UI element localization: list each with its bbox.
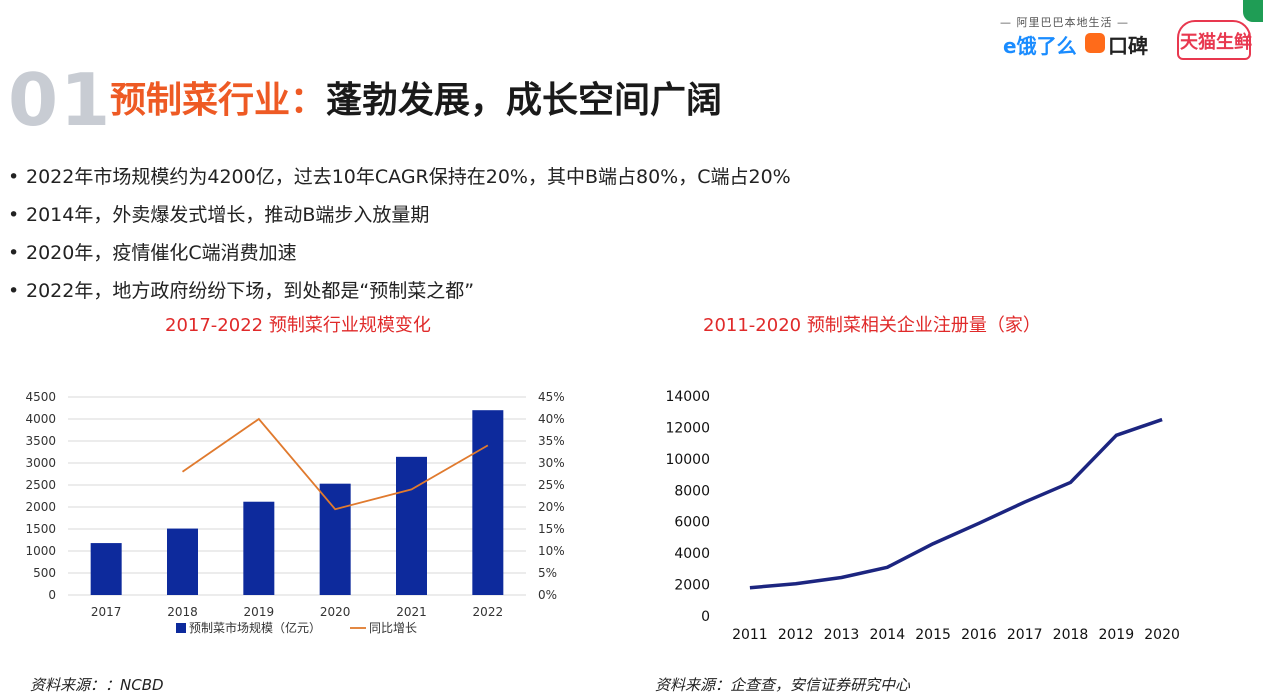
left-axis-tick-label: 3000: [25, 456, 56, 470]
left-axis-tick-label: 4000: [25, 412, 56, 426]
right-axis-tick-label: 5%: [538, 566, 557, 580]
bar: [319, 483, 351, 595]
x-tick-label: 2016: [961, 627, 997, 643]
left-axis-tick-label: 2000: [25, 500, 56, 514]
right-axis-tick-label: 0%: [538, 588, 557, 602]
bar: [396, 456, 427, 595]
legend-bar-label: 预制菜市场规模（亿元）: [189, 620, 321, 635]
bar: [472, 410, 504, 595]
left-axis-tick-label: 3500: [25, 434, 56, 448]
right-axis-tick-label: 30%: [538, 456, 565, 470]
y-tick-label: 8000: [674, 483, 710, 499]
legend-line-label: 同比增长: [369, 621, 417, 635]
right-axis-tick-label: 40%: [538, 412, 565, 426]
bullet-item: • 2022年市场规模约为4200亿，过去10年CAGR保持在20%，其中B端占8…: [8, 158, 791, 196]
right-axis-tick-label: 45%: [538, 390, 565, 404]
page-title: 预制菜行业：蓬勃发展，成长空间广阔: [110, 78, 722, 124]
bullet-marker: •: [8, 280, 20, 302]
left-axis-tick-label: 1000: [25, 544, 56, 558]
tmall-logo: 天猫生鲜: [1180, 32, 1252, 53]
y-tick-label: 6000: [674, 515, 710, 531]
left-source: 资料来源：：NCBD: [30, 676, 164, 694]
right-chart-title: 2011-2020 预制菜相关企业注册量（家）: [703, 315, 1041, 336]
legend-bar-swatch: [176, 623, 186, 633]
x-tick-label: 2019: [244, 605, 275, 619]
x-tick-label: 2017: [1007, 627, 1043, 643]
bar: [90, 543, 122, 595]
y-tick-label: 2000: [674, 578, 710, 594]
left-chart-title: 2017-2022 预制菜行业规模变化: [165, 315, 431, 336]
right-axis-tick-label: 35%: [538, 434, 565, 448]
left-axis-tick-label: 4500: [25, 390, 56, 404]
y-tick-label: 10000: [665, 452, 710, 468]
bullet-marker: •: [8, 204, 20, 226]
bullet-list: • 2022年市场规模约为4200亿，过去10年CAGR保持在20%，其中B端占8…: [8, 158, 791, 310]
x-tick-label: 2015: [915, 627, 951, 643]
x-tick-label: 2020: [1144, 627, 1180, 643]
y-tick-label: 12000: [665, 420, 710, 436]
koubei-logo: 口碑: [1108, 34, 1148, 58]
left-axis-tick-label: 2500: [25, 478, 56, 492]
x-tick-label: 2021: [396, 605, 427, 619]
bar: [167, 528, 198, 595]
grid-app-icon[interactable]: [1243, 0, 1263, 22]
x-tick-label: 2018: [1053, 627, 1089, 643]
eleme-logo: e饿了么: [1003, 34, 1077, 58]
logo-tagline: — 阿里巴巴本地生活 —: [1000, 16, 1129, 29]
growth-line: [181, 417, 489, 511]
x-tick-label: 2020: [320, 605, 351, 619]
registration-line: [749, 417, 1163, 590]
x-tick-label: 2017: [91, 605, 122, 619]
right-axis-tick-label: 20%: [538, 500, 565, 514]
market-size-chart: 0 500 1000 1500 2000 2500 3000 3500 4000 4500 0% 5%…: [25, 390, 565, 635]
section-number: 01: [8, 58, 113, 142]
x-tick-label: 2018: [167, 605, 198, 619]
bullet-marker: •: [8, 166, 20, 188]
x-tick-label: 2022: [473, 605, 504, 619]
bar: [243, 501, 275, 595]
left-axis-tick-label: 0: [48, 588, 56, 602]
right-source: 资料来源：企查查，安信证券研究中心: [655, 676, 911, 694]
tmall-logo-frame: [1177, 20, 1251, 60]
bullet-marker: •: [8, 242, 20, 264]
y-tick-label: 0: [701, 609, 710, 625]
left-axis-tick-label: 1500: [25, 522, 56, 536]
company-registration-chart: 0 2000 4000 6000 8000 10000 12000 14000 2011 2012…: [665, 389, 1180, 643]
bullet-item: • 2020年，疫情催化C端消费加速: [8, 234, 791, 272]
koubei-icon: [1085, 33, 1105, 53]
title-rest: 蓬勃发展，成长空间广阔: [326, 80, 723, 121]
y-tick-label: 4000: [674, 546, 710, 562]
y-tick-label: 14000: [665, 389, 710, 405]
x-tick-label: 2013: [824, 627, 860, 643]
x-tick-label: 2012: [778, 627, 814, 643]
bullet-item: • 2022年，地方政府纷纷下场，到处都是“预制菜之都”: [8, 272, 791, 310]
x-tick-label: 2019: [1098, 627, 1134, 643]
x-tick-label: 2011: [732, 627, 768, 643]
x-tick-label: 2014: [869, 627, 905, 643]
right-axis-tick-label: 15%: [538, 522, 565, 536]
left-axis-tick-label: 500: [33, 566, 56, 580]
bullet-item: • 2014年，外卖爆发式增长，推动B端步入放量期: [8, 196, 791, 234]
right-axis-tick-label: 25%: [538, 478, 565, 492]
title-highlight: 预制菜行业：: [110, 80, 327, 121]
right-axis-tick-label: 10%: [538, 544, 565, 558]
